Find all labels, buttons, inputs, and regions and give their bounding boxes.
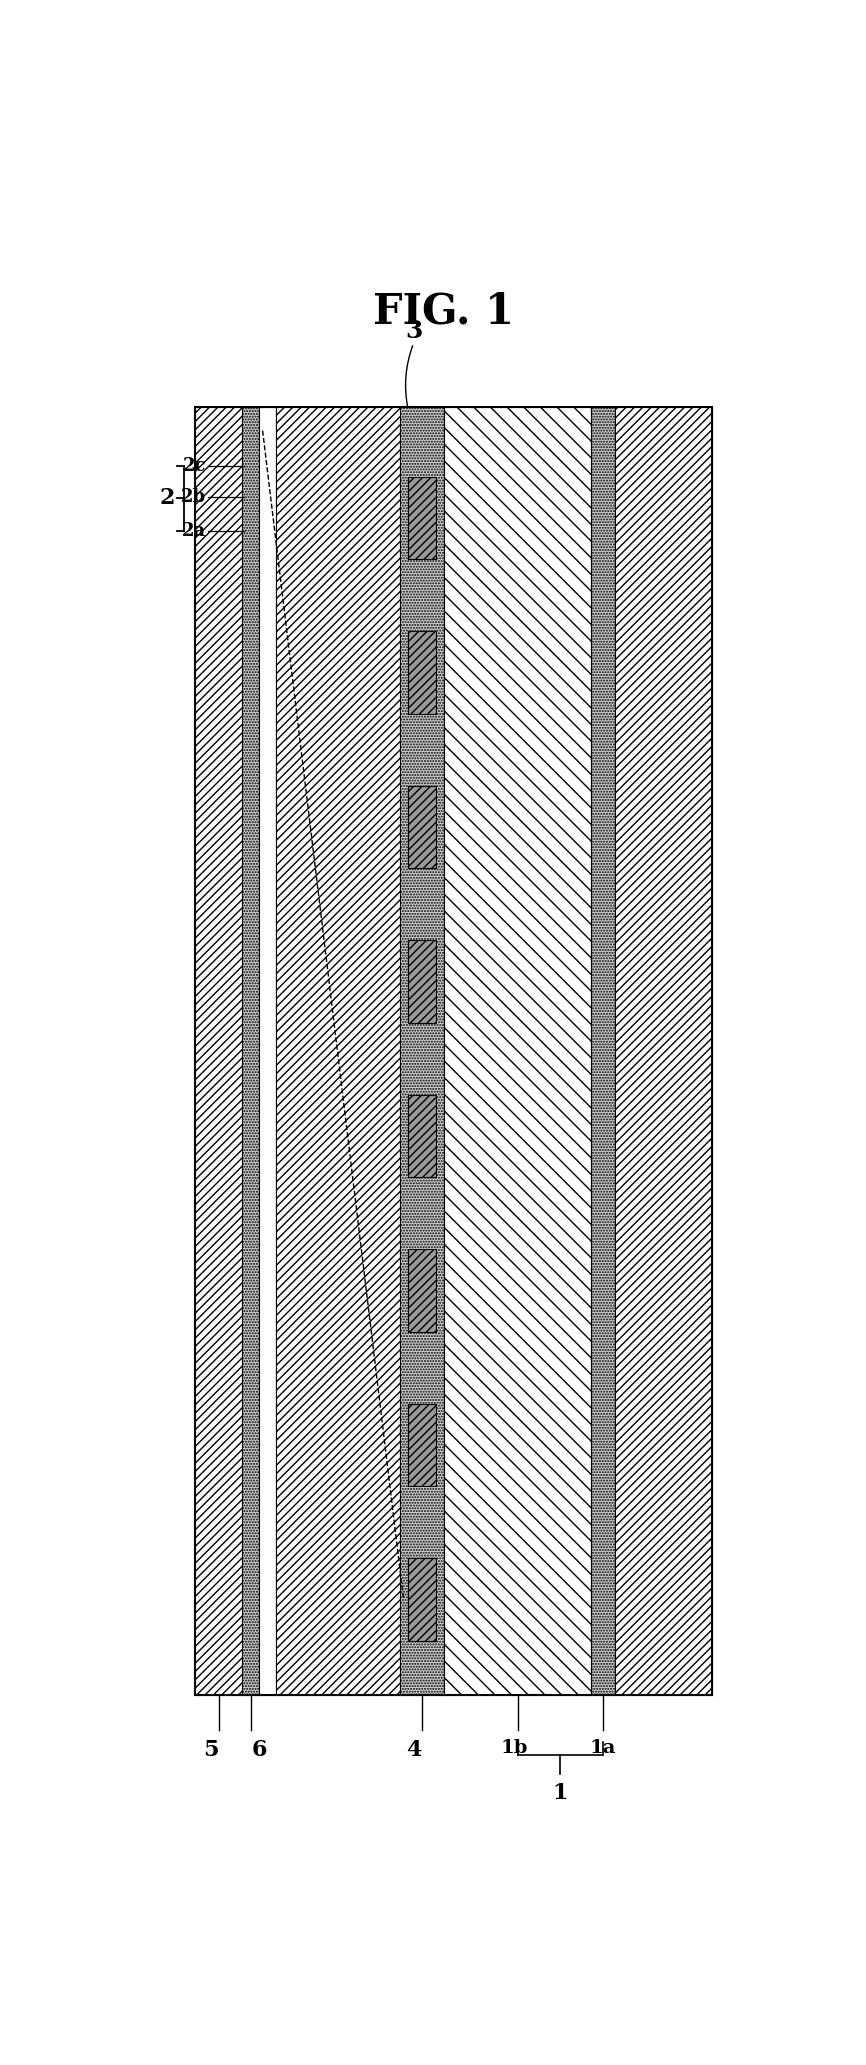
Text: 1: 1 — [553, 1782, 568, 1805]
Bar — [242, 407, 259, 1695]
Text: 5: 5 — [204, 1739, 219, 1761]
Text: 2b: 2b — [181, 489, 206, 506]
Bar — [196, 407, 712, 1695]
Bar — [591, 407, 615, 1695]
Bar — [259, 407, 276, 1695]
Bar — [443, 407, 591, 1695]
Text: 2c: 2c — [183, 456, 206, 475]
Text: 6: 6 — [251, 1739, 267, 1761]
Text: 3: 3 — [405, 320, 423, 343]
Bar — [408, 1557, 436, 1642]
Text: 4: 4 — [406, 1739, 422, 1761]
Bar — [408, 1249, 436, 1332]
Bar — [408, 940, 436, 1022]
Bar — [196, 407, 242, 1695]
Bar — [408, 1404, 436, 1487]
Bar — [276, 407, 400, 1695]
Bar — [400, 407, 443, 1695]
Text: 1a: 1a — [590, 1739, 617, 1757]
Text: 2: 2 — [160, 487, 175, 510]
Bar — [615, 407, 713, 1695]
Text: 2a: 2a — [182, 522, 206, 539]
Bar — [408, 632, 436, 714]
Bar — [408, 785, 436, 869]
Text: 1b: 1b — [501, 1739, 528, 1757]
Bar — [408, 1094, 436, 1177]
Text: FIG. 1: FIG. 1 — [373, 291, 514, 332]
Bar — [408, 477, 436, 560]
